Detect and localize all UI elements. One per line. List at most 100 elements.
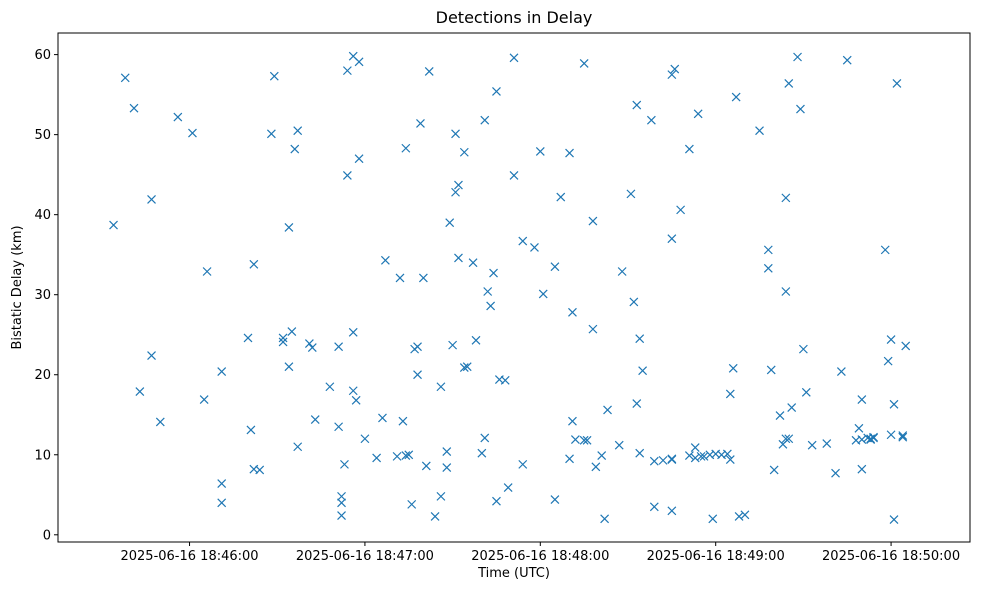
data-point-8 bbox=[188, 128, 197, 138]
data-point-167 bbox=[793, 52, 802, 62]
data-point-23 bbox=[284, 223, 294, 232]
data-point-2 bbox=[129, 103, 139, 113]
data-point-101 bbox=[556, 192, 566, 202]
data-point-111 bbox=[588, 216, 598, 226]
data-point-135 bbox=[676, 205, 686, 215]
data-point-97 bbox=[535, 147, 545, 156]
data-point-48 bbox=[372, 453, 382, 463]
data-point-36 bbox=[337, 498, 346, 508]
data-point-77 bbox=[459, 363, 469, 372]
data-point-119 bbox=[629, 297, 639, 307]
x-tick-label-1: 2025-06-16 18:47:00 bbox=[296, 549, 434, 564]
data-point-194 bbox=[898, 431, 908, 440]
data-point-10 bbox=[202, 267, 212, 276]
data-point-126 bbox=[649, 502, 659, 512]
data-point-20 bbox=[269, 71, 279, 81]
data-point-40 bbox=[342, 171, 352, 180]
data-point-32 bbox=[325, 382, 335, 392]
x-axis: 2025-06-16 18:46:00 2025-06-16 18:47:00 20… bbox=[120, 542, 960, 564]
data-point-99 bbox=[550, 262, 560, 272]
data-point-71 bbox=[448, 340, 458, 350]
data-point-144 bbox=[708, 514, 718, 524]
data-point-163 bbox=[781, 434, 791, 444]
data-point-192 bbox=[892, 78, 902, 88]
data-point-106 bbox=[570, 435, 580, 444]
data-point-130 bbox=[667, 70, 677, 80]
data-point-133 bbox=[667, 506, 677, 516]
y-axis-label: Bistatic Delay (km) bbox=[10, 225, 25, 349]
y-tick-label-6: 60 bbox=[34, 48, 51, 63]
data-point-152 bbox=[734, 511, 744, 521]
data-point-38 bbox=[340, 459, 349, 469]
data-point-51 bbox=[395, 273, 405, 283]
data-point-195 bbox=[901, 341, 911, 351]
data-point-3 bbox=[135, 387, 145, 396]
data-point-104 bbox=[568, 307, 577, 317]
data-point-6 bbox=[155, 417, 165, 427]
data-point-0 bbox=[109, 220, 118, 230]
data-point-129 bbox=[667, 234, 677, 244]
data-point-69 bbox=[442, 447, 452, 456]
data-point-90 bbox=[500, 375, 510, 385]
data-point-122 bbox=[635, 334, 645, 344]
data-point-83 bbox=[480, 433, 490, 443]
data-point-159 bbox=[775, 411, 785, 420]
data-point-173 bbox=[831, 468, 840, 478]
data-point-94 bbox=[518, 236, 528, 246]
x-tick-label-3: 2025-06-16 18:49:00 bbox=[647, 549, 785, 564]
data-point-92 bbox=[509, 53, 519, 63]
data-point-42 bbox=[348, 327, 358, 337]
data-point-18 bbox=[255, 465, 265, 475]
data-point-98 bbox=[538, 289, 548, 299]
data-point-118 bbox=[626, 189, 636, 199]
data-point-76 bbox=[459, 147, 469, 157]
data-point-185 bbox=[869, 432, 878, 442]
data-point-73 bbox=[451, 187, 460, 197]
data-point-147 bbox=[722, 449, 732, 459]
data-points bbox=[109, 51, 911, 525]
data-point-108 bbox=[579, 435, 589, 445]
data-point-54 bbox=[401, 143, 411, 153]
data-point-96 bbox=[530, 243, 539, 252]
data-point-26 bbox=[287, 327, 297, 336]
data-point-60 bbox=[413, 370, 422, 380]
data-point-170 bbox=[801, 387, 811, 397]
data-point-174 bbox=[836, 367, 846, 376]
data-point-30 bbox=[307, 343, 317, 352]
data-point-13 bbox=[217, 498, 227, 508]
data-point-136 bbox=[684, 144, 694, 154]
data-point-78 bbox=[462, 362, 472, 372]
data-point-186 bbox=[880, 245, 890, 255]
data-point-169 bbox=[798, 344, 808, 354]
data-point-66 bbox=[436, 382, 446, 392]
y-tick-label-1: 10 bbox=[34, 448, 51, 463]
data-point-93 bbox=[509, 171, 519, 180]
data-point-65 bbox=[430, 511, 440, 521]
data-point-81 bbox=[477, 448, 487, 458]
data-point-110 bbox=[588, 324, 598, 334]
x-tick-label-0: 2025-06-16 18:46:00 bbox=[120, 549, 258, 564]
plot-frame bbox=[57, 32, 971, 543]
data-point-190 bbox=[889, 399, 899, 409]
data-point-72 bbox=[451, 129, 460, 139]
data-point-11 bbox=[217, 367, 227, 376]
data-point-34 bbox=[334, 422, 344, 432]
y-tick-label-0: 0 bbox=[43, 528, 51, 543]
data-point-154 bbox=[755, 126, 764, 136]
data-point-113 bbox=[600, 514, 610, 524]
y-axis: 0 10 20 30 40 50 60 bbox=[34, 48, 58, 543]
data-point-140 bbox=[693, 109, 703, 119]
data-point-156 bbox=[763, 263, 773, 273]
data-point-109 bbox=[582, 435, 592, 445]
data-point-55 bbox=[404, 450, 414, 460]
data-point-75 bbox=[454, 253, 463, 263]
data-point-127 bbox=[649, 456, 659, 466]
data-point-56 bbox=[401, 451, 411, 460]
data-point-5 bbox=[147, 195, 156, 204]
data-point-74 bbox=[454, 180, 463, 190]
data-point-37 bbox=[337, 511, 346, 521]
y-tick-label-2: 20 bbox=[34, 368, 51, 383]
data-point-165 bbox=[784, 434, 794, 444]
data-point-88 bbox=[492, 496, 501, 506]
